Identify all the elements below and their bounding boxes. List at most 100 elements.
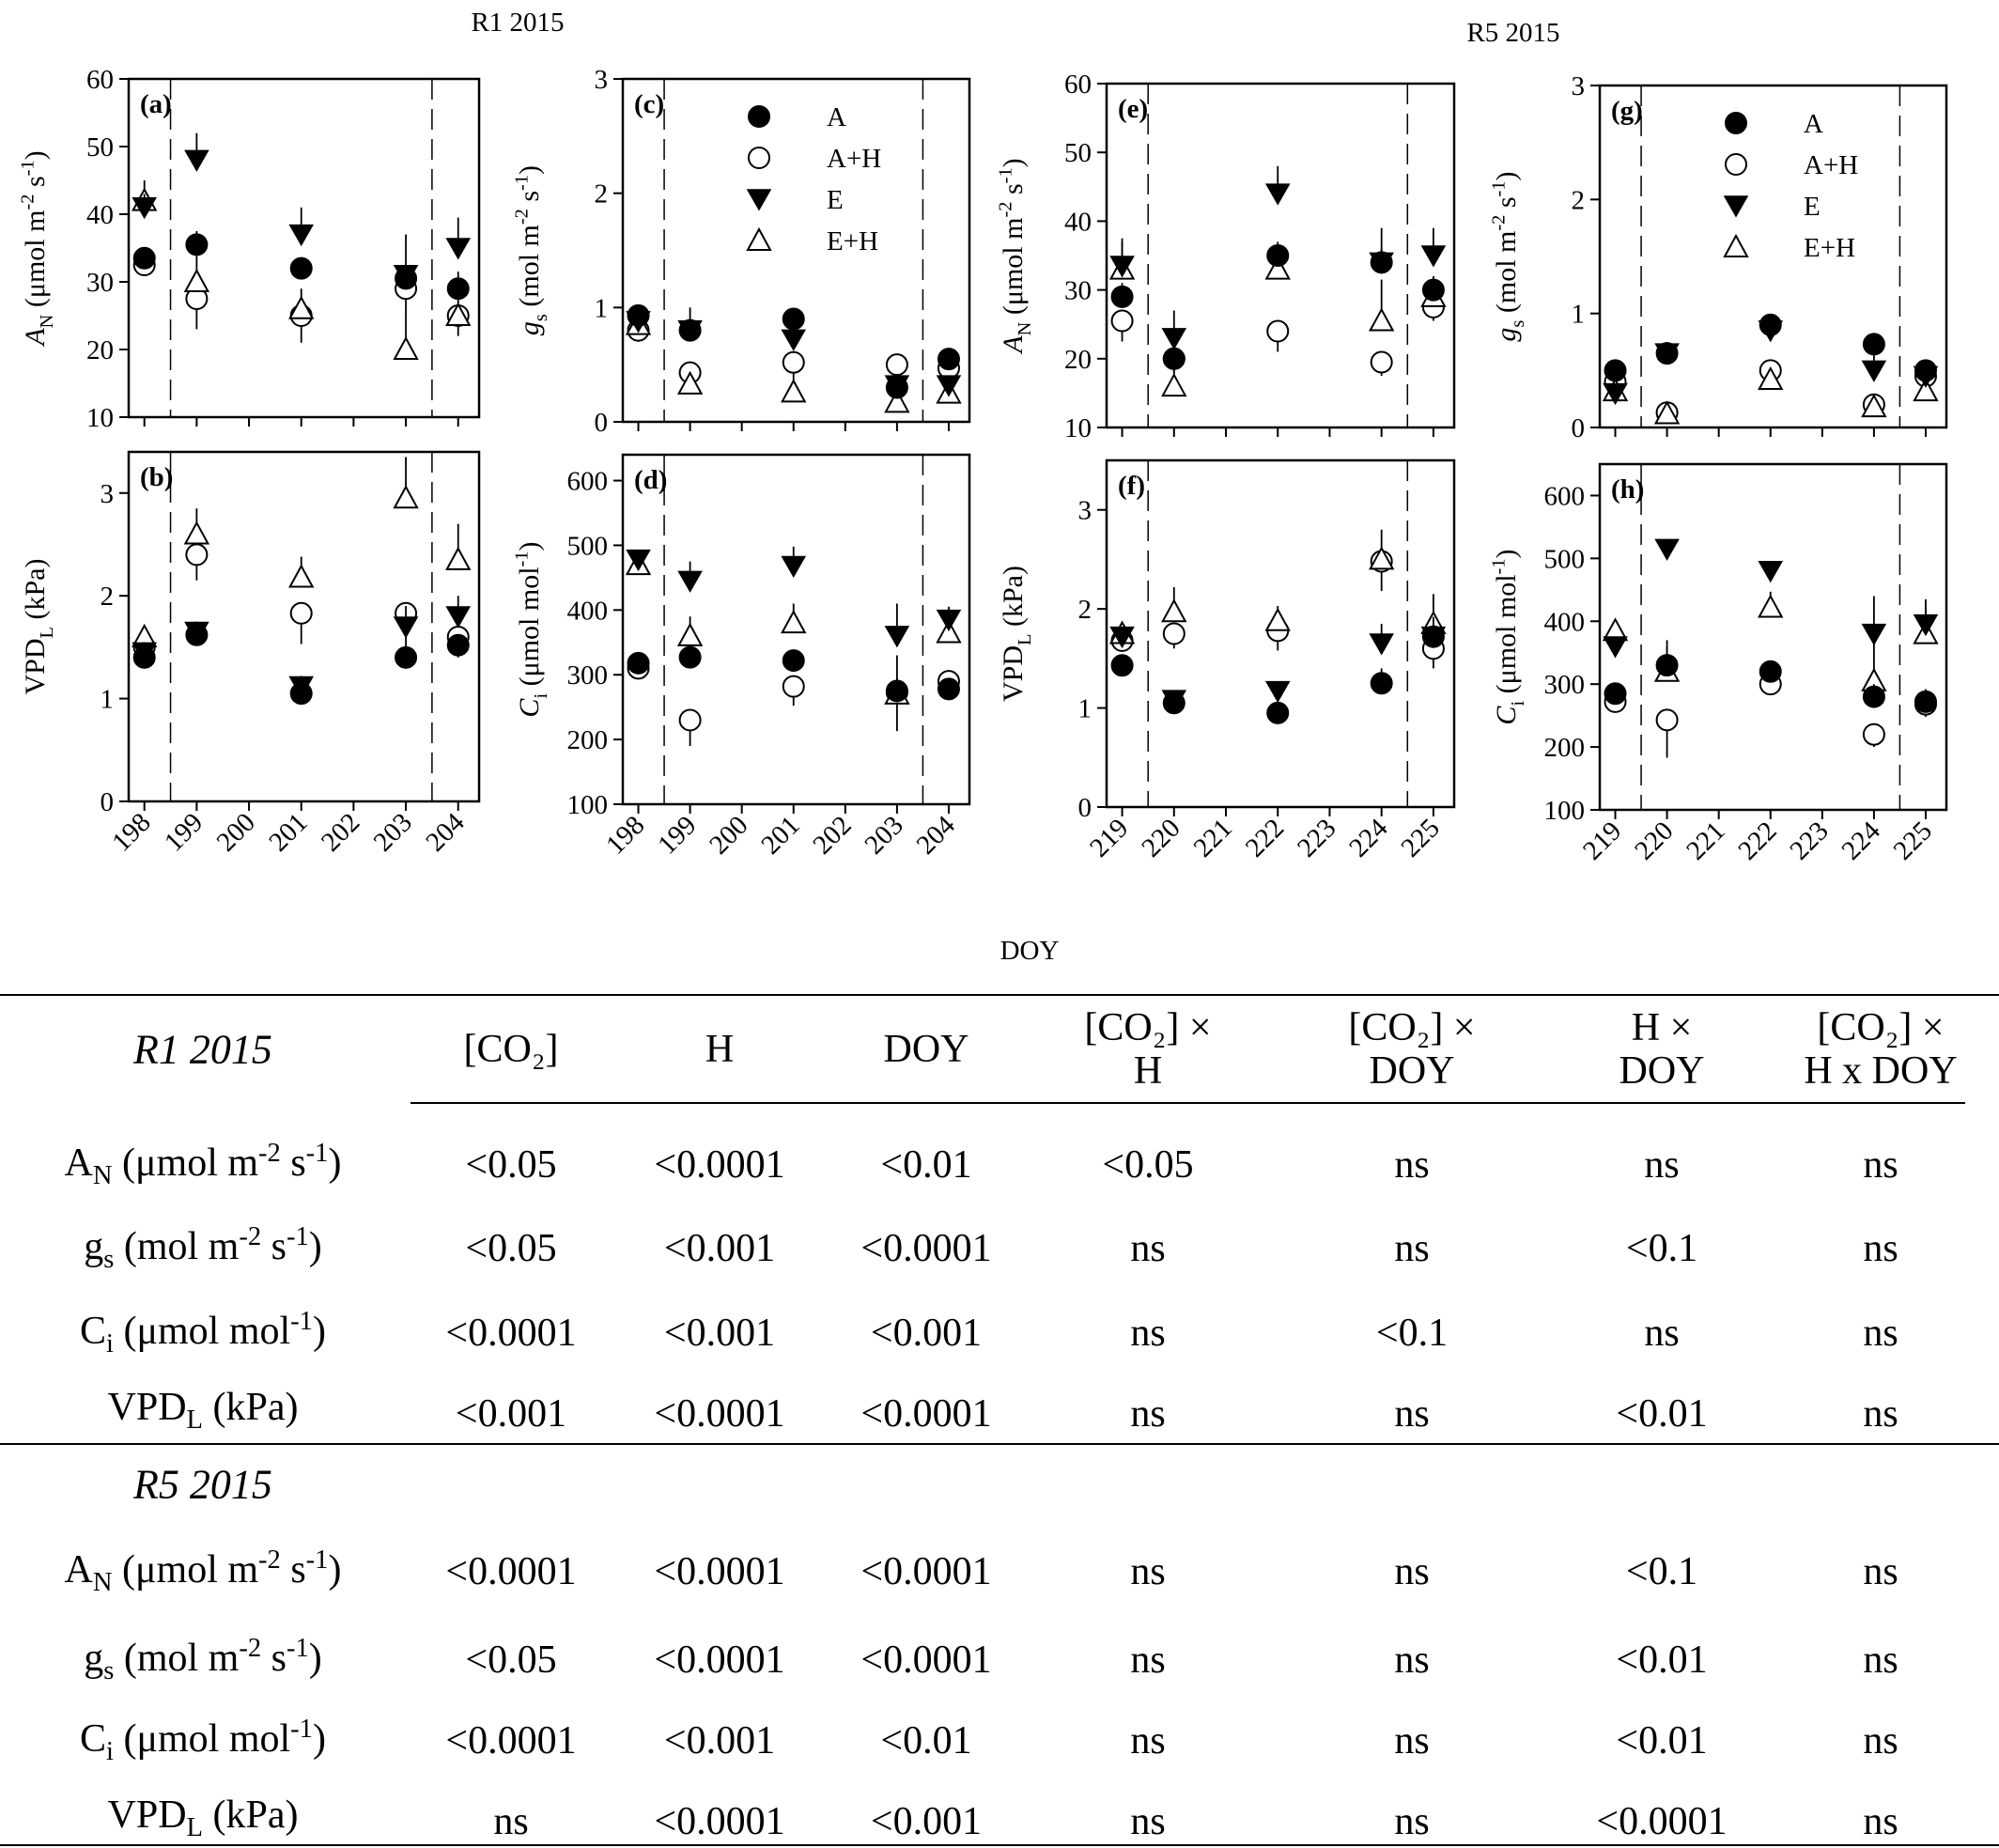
- point-A-H: [782, 350, 805, 374]
- plot-frame: [621, 77, 971, 424]
- y-tick-label: 600: [1544, 481, 1586, 511]
- point-E-H: [1758, 365, 1784, 391]
- table-cell: <0.05: [465, 1638, 557, 1682]
- table-cell: <0.001: [870, 1312, 983, 1355]
- y-tick-label: 200: [1544, 733, 1586, 763]
- point-E-H: [393, 335, 419, 360]
- series-E: [1603, 538, 1939, 659]
- point-E: [1369, 252, 1394, 274]
- table-cell: <0.001: [870, 1800, 983, 1843]
- table-cell: <0.0001: [654, 1800, 785, 1843]
- point-A: [937, 348, 960, 371]
- point-A: [627, 651, 650, 675]
- table-cell: <0.0001: [860, 1638, 992, 1682]
- y-tick-label: 20: [86, 335, 114, 365]
- point-E: [781, 555, 807, 579]
- y-tick-label: 3: [101, 479, 115, 509]
- point-A: [446, 277, 470, 301]
- series-E: [1603, 320, 1939, 406]
- point-A: [748, 105, 770, 128]
- point-E: [936, 609, 962, 632]
- point-E: [677, 319, 703, 343]
- table-cell: ns: [493, 1800, 529, 1843]
- series-E: [1109, 165, 1447, 350]
- x-tick-label: 221: [1188, 813, 1238, 862]
- series-A-H: [1110, 295, 1445, 377]
- point-E: [184, 621, 209, 644]
- legend-label: E: [827, 185, 844, 215]
- series-A: [1110, 241, 1445, 370]
- table-cell: <0.0001: [860, 1227, 992, 1270]
- row-label: gs (mol m-2 s-1): [84, 1221, 322, 1275]
- point-E-H: [445, 546, 472, 570]
- point-E-H: [936, 619, 962, 644]
- x-tick-label: 224: [1343, 813, 1394, 863]
- x-tick-label: 223: [1292, 813, 1341, 862]
- y-tick-label: 50: [1064, 138, 1092, 168]
- point-E-H: [1369, 307, 1395, 332]
- point-E-H: [676, 622, 704, 646]
- table-cell: ns: [1130, 1800, 1166, 1843]
- series-A-H: [1604, 673, 1937, 758]
- y-tick-label: 10: [86, 403, 114, 433]
- table-top-rule: [0, 994, 1999, 996]
- point-A: [1604, 359, 1627, 382]
- point-E-H: [288, 295, 315, 319]
- point-E-H: [1369, 546, 1395, 570]
- table-cell: <0.05: [465, 1143, 557, 1187]
- point-E-H: [1861, 394, 1887, 418]
- point-E-H: [393, 485, 419, 509]
- legend: A A+H E E+H: [746, 102, 881, 256]
- group-title-r5: R5 2015: [1466, 18, 1559, 48]
- table-cell: <0.0001: [860, 1392, 992, 1436]
- series-E-H: [1602, 365, 1939, 425]
- x-tick-label: 198: [106, 807, 156, 857]
- table-cell: ns: [1130, 1392, 1166, 1436]
- y-tick-label: 30: [86, 268, 114, 298]
- table-cell: <0.001: [455, 1392, 567, 1436]
- table-cell: ns: [1863, 1312, 1898, 1355]
- point-E: [1161, 690, 1187, 712]
- series-E: [132, 132, 472, 287]
- point-A: [289, 256, 313, 280]
- series-E-H: [132, 457, 472, 647]
- point-A: [1862, 685, 1885, 708]
- y-tick-label: 100: [1544, 796, 1586, 826]
- point-A-H: [1862, 722, 1885, 746]
- plot-frame: [127, 77, 481, 419]
- table-cell: <0.001: [663, 1719, 776, 1763]
- x-tick-label: 204: [420, 807, 471, 858]
- x-tick-label: 221: [1681, 815, 1730, 865]
- panel-label: (h): [1611, 474, 1644, 505]
- point-E: [1420, 626, 1447, 649]
- point-E: [184, 149, 209, 172]
- y-tick-label: 100: [567, 790, 609, 820]
- table-cell: <0.01: [880, 1143, 972, 1187]
- table-cell: <0.0001: [654, 1638, 785, 1682]
- table-cell: ns: [1130, 1719, 1166, 1763]
- table-cell: <0.001: [663, 1227, 776, 1270]
- x-tick-label: 203: [859, 810, 908, 860]
- legend-label: E+H: [1804, 233, 1855, 263]
- column-header: H × DOY: [1619, 1006, 1705, 1093]
- point-E: [288, 224, 315, 247]
- x-tick-label: 202: [316, 807, 365, 857]
- point-E-H: [1161, 598, 1187, 623]
- point-A-H: [1162, 622, 1185, 645]
- point-E: [1420, 245, 1447, 268]
- point-A-H: [782, 675, 805, 698]
- column-header: [CO₂] × H x DOY: [1804, 1006, 1958, 1093]
- point-E-H: [884, 389, 910, 413]
- y-tick-label: 1: [1572, 300, 1586, 330]
- y-tick-label: 0: [101, 787, 115, 817]
- x-tick-label: 203: [368, 807, 418, 857]
- column-header: [CO₂] × DOY: [1348, 1006, 1476, 1093]
- point-A-H: [748, 147, 770, 169]
- table-cell: <0.0001: [1596, 1800, 1728, 1843]
- point-E: [884, 626, 910, 648]
- panel-label: (d): [634, 465, 667, 495]
- plot-frame: [621, 453, 971, 806]
- table-cell: <0.01: [1616, 1638, 1708, 1682]
- point-E-H: [445, 302, 472, 326]
